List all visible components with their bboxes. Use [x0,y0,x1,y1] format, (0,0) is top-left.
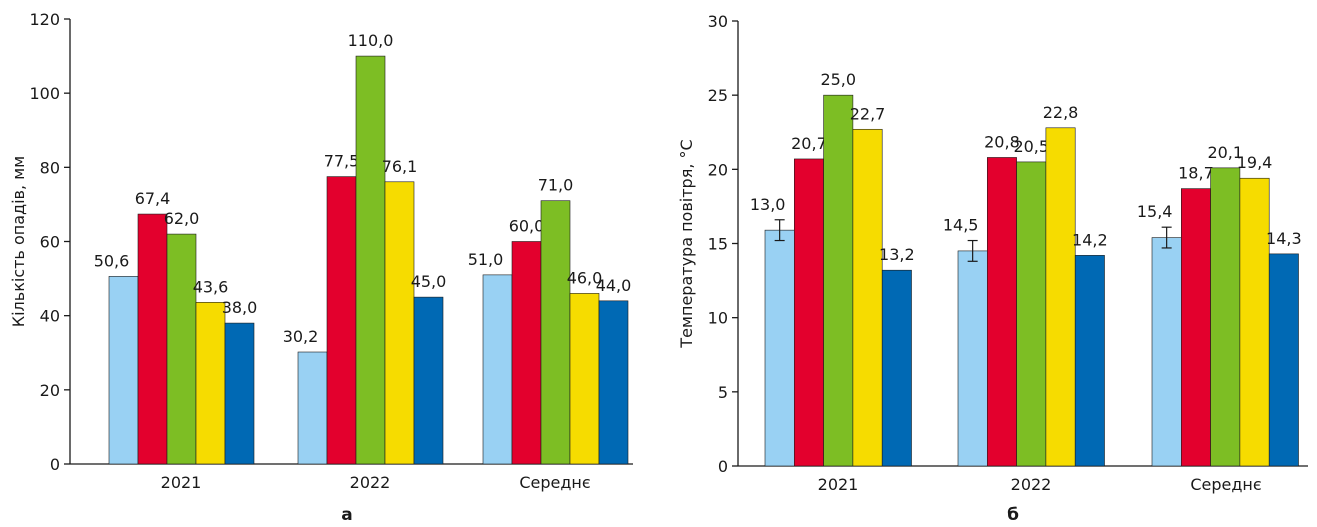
data-label: 14,5 [943,216,979,235]
bar [1181,188,1211,467]
data-label: 13,0 [750,195,786,214]
y-axis-title: Кількість опадів, мм [9,156,28,328]
data-label: 20,5 [1013,137,1049,156]
bar [1268,253,1299,467]
bar [1045,127,1076,467]
bar [355,55,386,465]
data-label: 15,4 [1137,202,1173,221]
bar [166,233,197,465]
bar [413,296,444,465]
y-tick-label: 20 [708,160,728,179]
data-label: 20,7 [791,134,827,153]
y-tick-label: 100 [29,84,60,103]
data-label: 50,6 [94,251,130,270]
y-tick-label: 25 [708,86,728,105]
bar [137,213,168,465]
y-tick-label: 5 [718,383,728,402]
bar [108,276,139,465]
data-label: 14,3 [1266,229,1302,248]
bar [598,300,629,465]
data-label: 13,2 [879,245,915,264]
bar [326,176,357,465]
bar [1239,177,1270,467]
data-label: 67,4 [135,189,171,208]
panel-label: б [1007,505,1019,525]
bar [957,250,988,467]
bar [297,351,328,465]
y-tick-label: 40 [40,307,60,326]
data-label: 14,2 [1072,230,1108,249]
category-label: 2021 [818,475,859,494]
category-label: 2022 [1011,475,1052,494]
bar [569,293,600,465]
y-tick-label: 80 [40,158,60,177]
y-axis-title: Температура повітря, °С [677,139,696,348]
bar [986,157,1017,467]
y-tick-label: 60 [40,233,60,252]
data-label: 77,5 [324,152,360,171]
data-label: 60,0 [509,217,545,236]
data-label: 22,8 [1043,103,1079,122]
bar [1016,161,1047,467]
data-label: 20,8 [984,132,1020,151]
panel-label: а [341,505,352,525]
data-label: 45,0 [411,272,447,291]
data-label: 46,0 [567,268,603,287]
data-label: 18,7 [1178,164,1214,183]
data-label: 71,0 [538,176,574,195]
bar [852,128,883,467]
bar [511,241,542,465]
data-label: 22,7 [850,104,886,123]
category-label: Середнє [1190,475,1261,494]
data-label: 110,0 [348,31,394,50]
y-tick-label: 0 [50,455,60,474]
y-tick-label: 120 [29,10,60,29]
data-label: 62,0 [164,209,200,228]
bar [195,302,226,465]
category-label: 2022 [350,473,391,492]
bar [881,269,912,467]
y-tick-label: 20 [40,381,60,400]
data-label: 25,0 [820,70,856,89]
data-label: 38,0 [222,298,258,317]
bar [1210,167,1241,467]
bar [1074,255,1105,467]
bar [823,94,854,467]
bar [224,322,255,465]
data-label: 51,0 [468,250,504,269]
data-label: 20,1 [1207,143,1243,162]
data-label: 19,4 [1237,153,1273,172]
bar [384,181,415,465]
bar [482,274,513,465]
data-label: 30,2 [283,327,319,346]
y-tick-label: 0 [718,457,728,476]
category-label: Середнє [519,473,590,492]
y-tick-label: 15 [708,235,728,254]
data-label: 76,1 [382,157,418,176]
bar [1151,237,1182,467]
category-label: 2021 [161,473,202,492]
y-tick-label: 30 [708,12,728,31]
bar [540,200,571,465]
data-label: 43,6 [193,277,229,296]
bar [764,229,795,467]
bar [793,158,824,467]
y-tick-label: 10 [708,309,728,328]
data-label: 44,0 [596,276,632,295]
